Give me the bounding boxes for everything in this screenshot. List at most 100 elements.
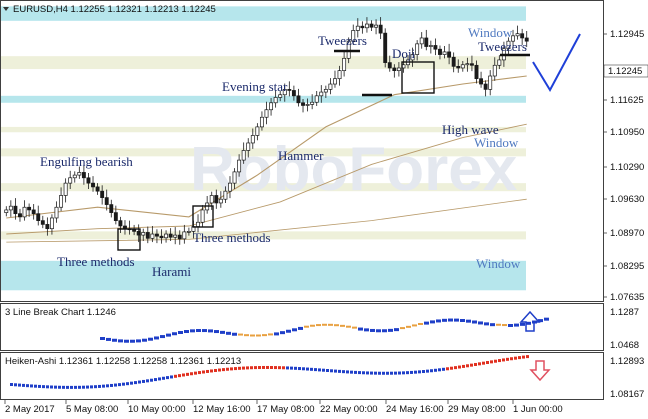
price-label: 1.10290 (610, 162, 644, 173)
candle-body (433, 45, 438, 50)
heiken-ashi-block (178, 374, 181, 378)
tweezer-markers (334, 49, 530, 97)
heiken-ashi-block (54, 385, 57, 389)
candle-body (396, 67, 401, 71)
line-break-block (214, 330, 219, 334)
heiken-ashi-block (494, 359, 497, 363)
zone-range (1, 148, 526, 157)
candle-body (177, 234, 182, 240)
candle-body (328, 83, 333, 90)
heiken-ashi-block (474, 362, 477, 366)
heiken-ashi-block (218, 368, 221, 372)
line-break-block (178, 330, 183, 334)
ma-longest-line (6, 198, 527, 243)
line-break-block (106, 337, 111, 341)
candle-body (469, 63, 474, 66)
line-break-block (484, 322, 489, 326)
line-break-block (304, 325, 309, 328)
heiken-ashi-block (114, 383, 117, 387)
candle-body (488, 75, 493, 90)
heiken-ashi-block (490, 360, 493, 364)
candle-body (13, 205, 18, 215)
heiken-ashi-block (326, 369, 329, 373)
candle-body (22, 206, 27, 218)
annotations: Engulfing bearish Three methods Harami T… (40, 33, 527, 279)
line-break-block (418, 322, 423, 325)
candle-body (154, 233, 159, 237)
line-break-block (196, 329, 201, 333)
line-break-block (382, 329, 387, 333)
candle-body (524, 37, 529, 42)
candle-body (8, 205, 13, 211)
heiken-ashi-block (62, 385, 65, 389)
candle-body (200, 209, 205, 223)
candle-body (442, 51, 447, 55)
heiken-ashi-block (166, 376, 169, 380)
heiken-ashi-block (478, 362, 481, 366)
candle-body (168, 233, 173, 238)
time-label: 12 May 16:00 (193, 404, 251, 415)
line-break-block (220, 330, 225, 334)
heiken-ashi-block (334, 369, 337, 373)
heiken-ashi-block (82, 385, 85, 389)
heiken-ashi-block (426, 369, 429, 373)
line-break-block (118, 339, 123, 343)
heiken-ashi-block (370, 371, 373, 375)
line-break-block (100, 337, 105, 340)
line-break-block (376, 329, 381, 333)
heiken-ashi-block (102, 384, 105, 388)
candle-body (214, 195, 219, 204)
candle-body (241, 150, 246, 161)
heiken-ashi-block (330, 369, 333, 373)
candle-body (18, 213, 22, 218)
heiken-ashi-block (318, 368, 321, 372)
three-methods-box-1 (117, 228, 141, 251)
heiken-ashi-block (442, 367, 445, 371)
arrow-down-icon (529, 360, 551, 382)
line-break-block (526, 321, 531, 325)
line-break-block (292, 328, 297, 332)
three-methods-box-2 (192, 205, 214, 228)
line-break-block (400, 327, 405, 330)
candle-body (291, 90, 296, 97)
heiken-ashi-block (514, 356, 517, 360)
heiken-ashi-block (30, 384, 33, 388)
heiken-ashi-block (358, 371, 361, 375)
candle-body (86, 177, 91, 184)
heiken-ashi-block (126, 382, 129, 386)
line-break-block (466, 319, 471, 323)
line-break-block (226, 331, 231, 335)
label-three-methods-2: Three methods (193, 230, 271, 245)
line-break-blocks (100, 317, 549, 343)
heiken-ashi-block (434, 368, 437, 372)
candle-body (346, 40, 351, 59)
candle-body (305, 104, 310, 106)
heiken-ashi-block (182, 373, 185, 377)
time-label: 24 May 16:00 (386, 404, 444, 415)
heiken-ashi-block (42, 385, 45, 389)
heiken-ashi-block (198, 371, 201, 375)
current-price-badge (603, 64, 648, 78)
heiken-ashi-block (346, 370, 349, 374)
line-break-price-bottom: 1.0468 (610, 340, 639, 351)
heiken-ashi-block (450, 366, 453, 370)
heiken-ashi-block (454, 366, 457, 370)
heiken-ashi-block (398, 371, 401, 375)
candle-body (196, 221, 200, 227)
label-engulfing-bearish: Engulfing bearish (40, 154, 133, 169)
heiken-ashi-block (74, 385, 77, 389)
candle-body (342, 57, 347, 71)
candle-body (104, 197, 109, 205)
line-break-block (340, 324, 345, 327)
candle-body (186, 231, 191, 233)
watermark: RoboForex (190, 135, 518, 204)
heiken-header: Heiken-Ashi 1.12361 1.12258 1.12258 1.12… (5, 356, 241, 367)
candle-body (479, 78, 484, 85)
candle-body (460, 64, 465, 69)
arrow-up-icon (519, 310, 541, 332)
label-tweezers-1: Tweezers (318, 33, 367, 48)
heiken-ashi-block (278, 366, 281, 370)
price-label: 1.08970 (610, 228, 644, 239)
heiken-ashi-block (210, 369, 213, 373)
label-three-methods-1: Three methods (57, 254, 135, 269)
